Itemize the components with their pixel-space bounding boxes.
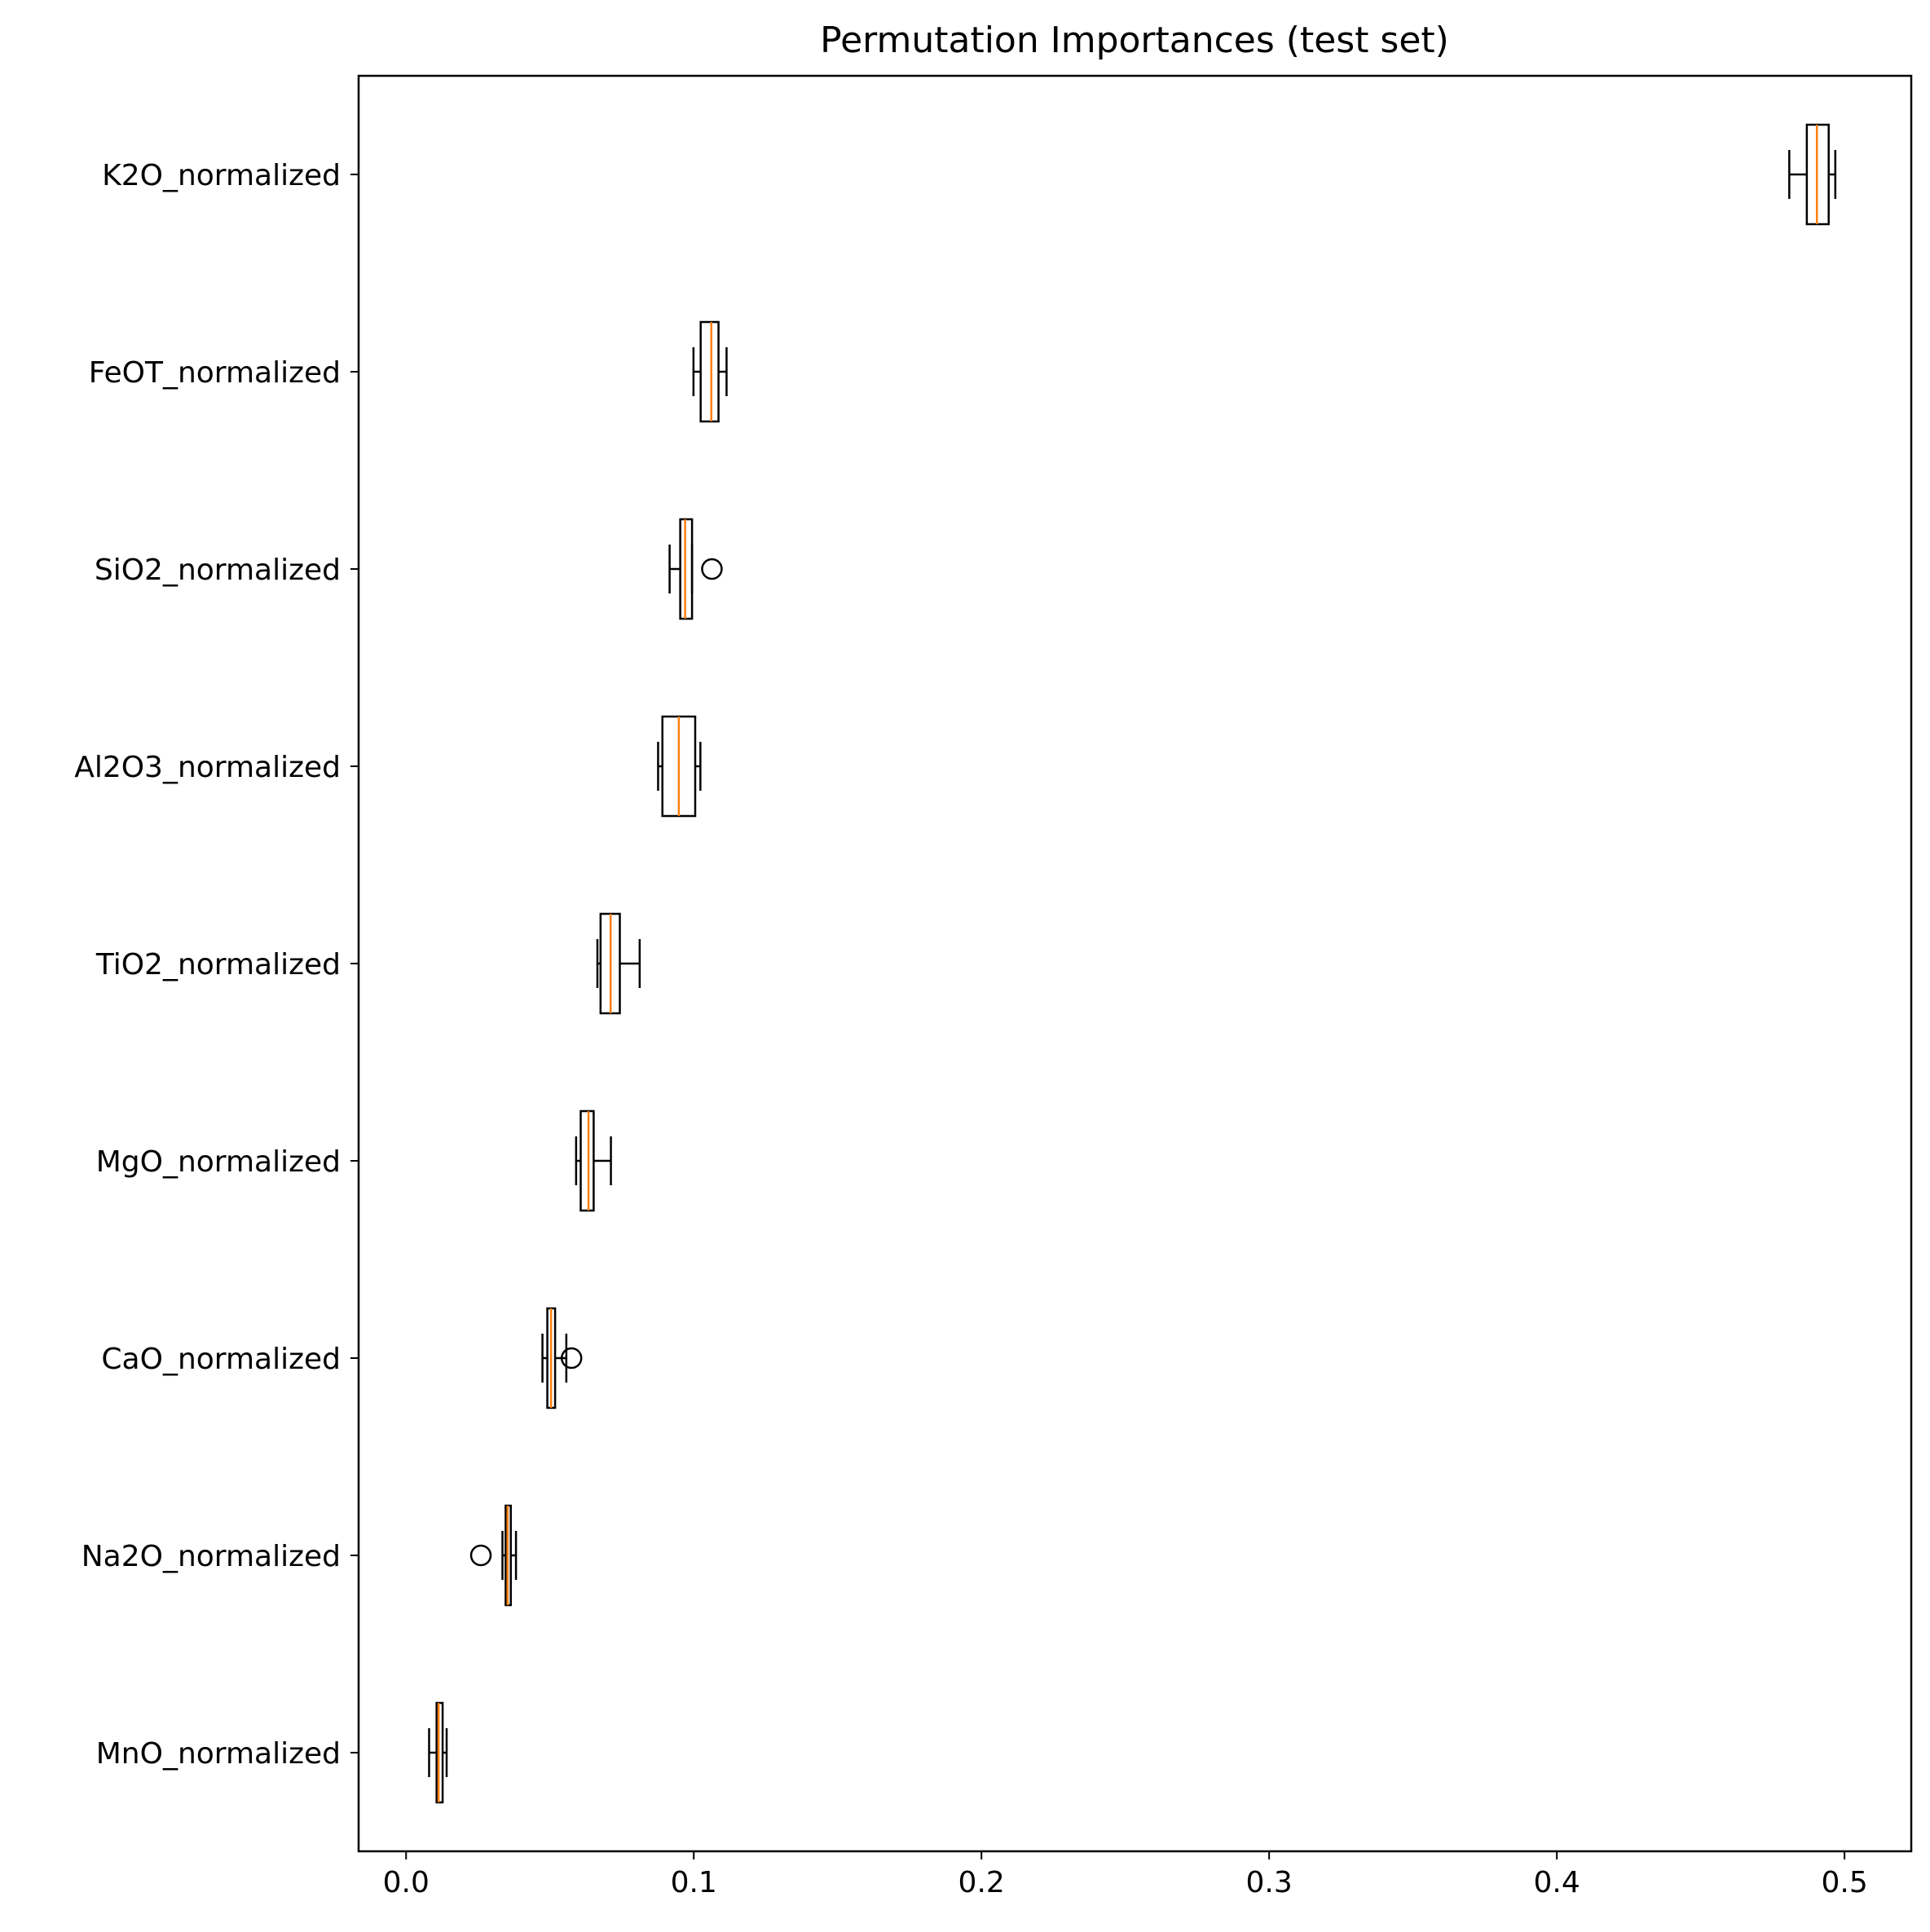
box-group: Na2O_normalized <box>82 1504 518 1607</box>
box-group: SiO2_normalized <box>95 518 723 620</box>
x-tick-label: 0.5 <box>1821 1866 1867 1899</box>
box-group: FeOT_normalized <box>89 320 728 423</box>
y-tick-label: SiO2_normalized <box>95 554 341 587</box>
outlier-point <box>469 1544 492 1567</box>
box-group: K2O_normalized <box>102 123 1837 226</box>
y-tick-label: MgO_normalized <box>96 1145 341 1179</box>
axes-frame <box>357 74 1913 1853</box>
outlier-point <box>560 1347 583 1370</box>
x-tick-label: 0.2 <box>958 1866 1005 1899</box>
iqr-box <box>699 320 720 423</box>
outlier-point <box>701 558 723 580</box>
y-tick-label: FeOT_normalized <box>89 356 341 390</box>
chart-title: Permutation Importances (test set) <box>820 20 1449 61</box>
plot-area: 0.0 0.1 0.2 0.3 0.4 0.5 K2O_normalized FeOT_nor… <box>74 123 1868 1899</box>
box-group: Al2O3_normalized <box>74 715 702 818</box>
box-group: MgO_normalized <box>96 1109 612 1212</box>
y-tick-label: Al2O3_normalized <box>74 751 341 784</box>
x-tick-label: 0.1 <box>671 1866 717 1899</box>
box-group: TiO2_normalized <box>95 912 641 1015</box>
y-tick-label: TiO2_normalized <box>95 948 341 981</box>
box-group: CaO_normalized <box>101 1307 583 1409</box>
iqr-box <box>579 1109 595 1212</box>
y-tick-label: MnO_normalized <box>96 1737 341 1771</box>
x-tick-label: 0.4 <box>1534 1866 1580 1899</box>
y-tick-label: K2O_normalized <box>102 159 341 192</box>
y-tick-label: Na2O_normalized <box>82 1540 341 1573</box>
x-tick-label: 0.3 <box>1246 1866 1293 1899</box>
box-group: MnO_normalized <box>96 1701 448 1804</box>
x-tick-label: 0.0 <box>383 1866 430 1899</box>
y-tick-label: CaO_normalized <box>101 1343 341 1376</box>
